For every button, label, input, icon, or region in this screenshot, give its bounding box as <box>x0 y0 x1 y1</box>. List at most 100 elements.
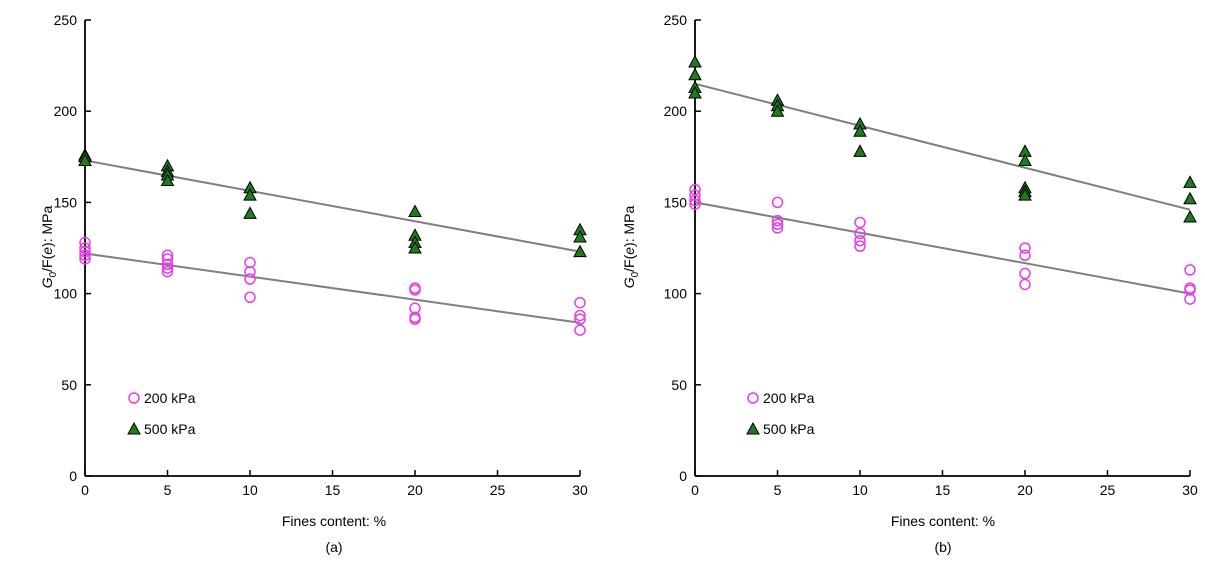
panel-b-series-1-point <box>854 216 866 229</box>
panel-a-legend-label-2: 500 kPa <box>144 421 196 437</box>
panel-a-y-tick-label: 100 <box>54 286 78 302</box>
panel-b-x-axis-label: Fines content: % <box>891 513 995 529</box>
panel-a-series-1-point <box>244 273 256 285</box>
panel-b-series-2-point <box>1183 209 1197 223</box>
panel-b-ylabel-e: e <box>621 247 637 255</box>
panel-a-x-tick-label: 25 <box>490 482 506 498</box>
panel-b-y-tick-label: 150 <box>664 194 688 210</box>
panel-a-y-tick-label: 200 <box>54 103 78 119</box>
panel-b-plot-area: 0 50 100 150 200 250 0 5 10 15 20 25 30 200 kPa 500 kP… <box>664 12 1198 498</box>
panel-a-ylabel-e: e <box>39 247 55 255</box>
panel-b-series-1-point <box>854 227 866 240</box>
panel-b-series-1-point <box>1019 249 1031 262</box>
panel-b-series-2-point <box>688 85 702 99</box>
panel-b-trend-line-2 <box>694 82 1191 211</box>
panel-b-series-1-point <box>1019 267 1031 280</box>
panel-b-x-tick-label: 15 <box>935 482 951 498</box>
panel-a-series-1-point <box>574 296 586 309</box>
panel-a-series-1-point <box>409 302 421 314</box>
panel-b-series-1-point <box>689 183 701 196</box>
panel-a-series-1-point <box>409 284 421 296</box>
panel-b-x-tick-label: 5 <box>774 482 782 498</box>
panel-a-series-1-point <box>79 249 91 262</box>
panel-b-x-tick-label: 0 <box>691 482 699 498</box>
panel-b-legend-label-1: 200 kPa <box>763 390 815 406</box>
panel-a-x-tick-label: 5 <box>164 482 172 498</box>
panel-a-series-2-point <box>78 153 92 166</box>
panel-b-series-1-point <box>854 240 866 252</box>
panel-a-y-axis-label: G0/F(e): MPa <box>39 205 59 288</box>
panel-b: G0/F(e): MPa Fines content: % (b) 050100… <box>621 12 1198 555</box>
panel-a-y-tick-label: 50 <box>61 377 77 393</box>
panel-b-series-1-point <box>689 198 701 210</box>
panel-b-series-2-point <box>688 67 702 81</box>
panel-a-ylabel-mid: /F( <box>39 254 55 271</box>
panel-a-series-2-point <box>243 206 257 219</box>
panel-b-y-tick-label: 0 <box>679 468 687 484</box>
panel-a: G0/F(e): MPa Fines content: % (a) 050100… <box>39 12 588 555</box>
panel-a-x-tick-label: 10 <box>242 482 258 498</box>
panel-b-y-tick-label: 50 <box>671 377 687 393</box>
panel-a-series-1-point <box>79 253 91 265</box>
panel-a-series-2-point <box>573 230 587 243</box>
panel-a-series-1-point <box>161 253 174 265</box>
panel-b-series-1-point <box>689 189 701 201</box>
panel-a-series-1-point <box>244 256 256 269</box>
panel-a-x-tick-label: 15 <box>325 482 341 498</box>
panel-a-y-tick-label: 150 <box>54 194 78 210</box>
panel-a-series-1-point <box>79 242 91 254</box>
panel-a-series-1-point <box>161 258 174 271</box>
panel-b-y-axis-label: G0/F(e): MPa <box>621 205 641 288</box>
panel-b-sublabel: (b) <box>934 539 951 555</box>
panel-a-series-1-point <box>161 249 174 262</box>
panel-a-x-axis-label: Fines content: % <box>282 513 386 529</box>
panel-b-y-tick-label: 100 <box>664 286 688 302</box>
panel-a-sublabel: (a) <box>325 539 342 555</box>
panel-a-legend-label-1: 200 kPa <box>144 390 196 406</box>
panel-b-x-tick-label: 20 <box>1017 482 1033 498</box>
panel-a-trend-line-2 <box>84 159 581 253</box>
panel-a-y-tick-label: 250 <box>54 12 78 28</box>
panel-b-series-1-point <box>771 214 784 227</box>
panel-b-series-2-point <box>853 124 867 137</box>
panel-b-ylabel-g: G <box>621 277 637 288</box>
panel-a-series-1-point <box>79 236 91 249</box>
panel-b-x-tick-label: 30 <box>1182 482 1198 498</box>
panel-a-plot-area: 0 50 100 150 200 250 0 5 10 15 20 25 30 200 kPa 500 kP… <box>54 12 588 498</box>
panel-b-y-tick-label: 250 <box>664 12 688 28</box>
panel-b-legend-marker-2 <box>746 421 760 435</box>
panel-b-ylabel-unit: ): MPa <box>621 205 637 246</box>
panel-b-x-tick-label: 25 <box>1100 482 1116 498</box>
panel-b-series-2-point <box>1018 153 1032 166</box>
panel-a-trend-line-1 <box>84 252 581 324</box>
panel-b-x-tick-label: 10 <box>852 482 868 498</box>
panel-b-series-1-point <box>1184 293 1196 305</box>
panel-a-series-2-point <box>243 188 257 201</box>
panel-a-series-1-point <box>574 324 586 336</box>
panel-a-x-tick-label: 30 <box>572 482 588 498</box>
panel-a-series-2-point <box>160 173 175 187</box>
panel-a-series-2-point <box>408 240 422 254</box>
panel-a-series-1-point <box>409 313 421 325</box>
panel-b-series-1-point <box>771 222 784 234</box>
panel-a-ylabel-sub: 0 <box>48 271 59 277</box>
panel-a-legend-marker-2 <box>127 421 141 435</box>
panel-a-y-tick-label: 0 <box>69 468 77 484</box>
panel-b-series-2-point <box>770 104 785 117</box>
panel-a-x-tick-label: 20 <box>407 482 423 498</box>
panel-b-series-2-point <box>1183 191 1197 205</box>
panel-b-series-1-point <box>771 218 784 231</box>
panel-b-ylabel-sub: 0 <box>630 271 641 277</box>
panel-b-series-1-point <box>1019 242 1031 254</box>
panel-a-series-1-point <box>574 309 586 322</box>
panel-a-series-1-point <box>244 291 256 303</box>
panel-b-series-1-point <box>1184 284 1196 296</box>
panel-b-series-1-point <box>689 194 701 207</box>
panel-a-ylabel-g: G <box>39 277 55 288</box>
panel-b-trend-line-1 <box>694 201 1191 295</box>
panel-a-series-1-point <box>161 262 174 274</box>
panel-a-series-2-point <box>573 244 587 258</box>
panel-b-ylabel-mid: /F( <box>621 254 637 271</box>
panel-a-series-1-point <box>574 313 586 325</box>
